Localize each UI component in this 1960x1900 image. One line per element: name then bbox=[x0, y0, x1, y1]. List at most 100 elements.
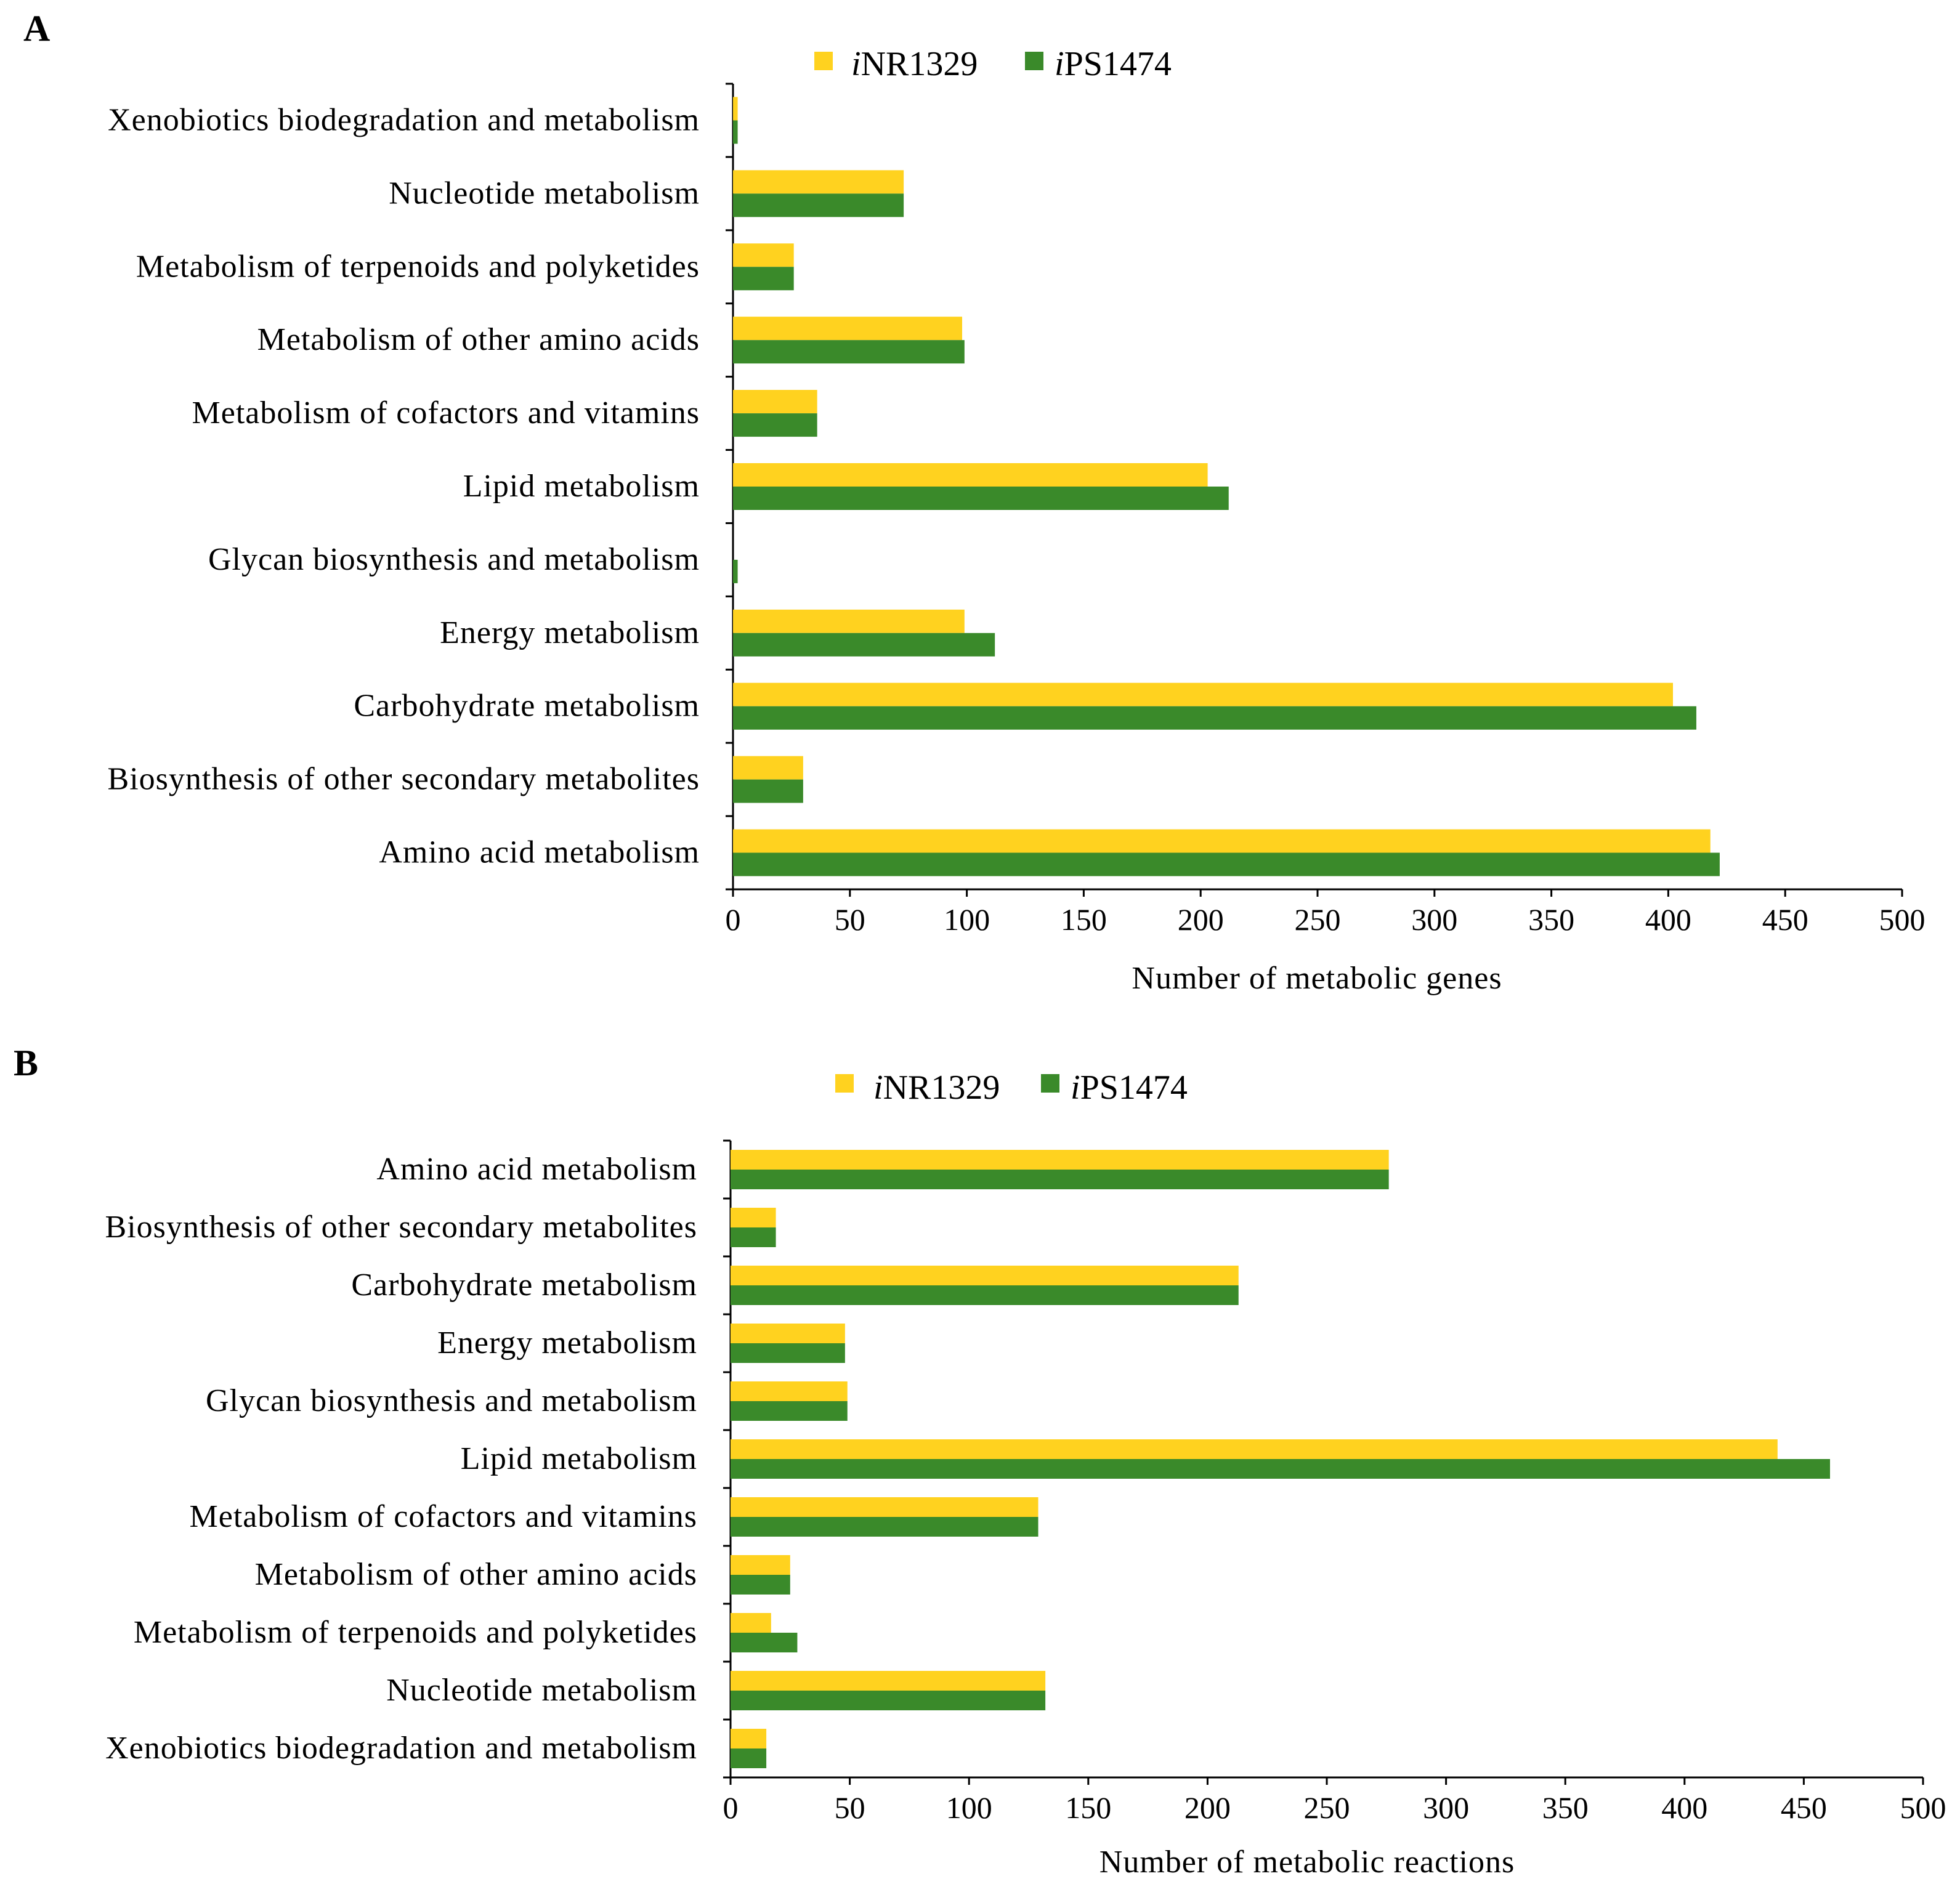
panel-b-bar-ips1474 bbox=[731, 1748, 767, 1768]
panel-a-x-tick-label: 500 bbox=[1879, 902, 1926, 937]
panel-b-bar-ips1474 bbox=[731, 1517, 1039, 1537]
panel-b-bar-inr1329 bbox=[731, 1729, 767, 1748]
panel-a-bar-ips1474 bbox=[733, 413, 817, 437]
panel-a-category-label: Biosynthesis of other secondary metaboli… bbox=[108, 762, 700, 797]
panel-b-bar-inr1329 bbox=[731, 1671, 1046, 1691]
panel-b-x-tick-label: 100 bbox=[946, 1790, 992, 1825]
legend-a-swatch-1 bbox=[814, 52, 833, 70]
panel-a-category-label: Energy metabolism bbox=[440, 615, 700, 650]
panel-a-bar-inr1329 bbox=[733, 243, 794, 267]
panel-a-category-label: Nucleotide metabolism bbox=[389, 176, 700, 211]
panel-a-bar-ips1474 bbox=[733, 559, 738, 583]
panel-a-category-label: Lipid metabolism bbox=[463, 469, 700, 504]
panel-a-bar-inr1329 bbox=[733, 609, 965, 633]
panel-b-category-label: Nucleotide metabolism bbox=[386, 1673, 697, 1708]
panel-b-x-axis-title: Number of metabolic reactions bbox=[1099, 1845, 1515, 1880]
panel-b-bar-inr1329 bbox=[731, 1613, 771, 1633]
panel-a-bar-ips1474 bbox=[733, 193, 904, 217]
panel-a-category-label: Glycan biosynthesis and metabolism bbox=[208, 542, 700, 577]
panel-b-legend: iNR1329 iPS1474 bbox=[835, 1069, 1188, 1107]
panel-a-bar-ips1474 bbox=[733, 340, 965, 364]
panel-b-category-label: Lipid metabolism bbox=[461, 1441, 697, 1476]
panel-b-plot: 0 50 100 150 200 250 300 350 400 450 500 Amino acid… bbox=[105, 1139, 1946, 1825]
panel-a-x-tick-label: 450 bbox=[1762, 902, 1808, 937]
panel-b-letter: B bbox=[14, 1043, 38, 1083]
legend-a-label-2: iPS1474 bbox=[1055, 45, 1172, 83]
panel-b-category-label: Amino acid metabolism bbox=[376, 1152, 697, 1187]
panel-a-x-tick-label: 300 bbox=[1411, 902, 1457, 937]
panel-a-x-tick-label: 100 bbox=[944, 902, 990, 937]
panel-a-category-label: Carbohydrate metabolism bbox=[354, 689, 700, 724]
legend-b-swatch-1 bbox=[835, 1074, 854, 1093]
panel-a-bar-inr1329 bbox=[733, 170, 904, 194]
panel-b-bar-inr1329 bbox=[731, 1324, 845, 1343]
panel-b-category-label: Biosynthesis of other secondary metaboli… bbox=[105, 1210, 697, 1245]
panel-a-bar-ips1474 bbox=[733, 633, 995, 657]
panel-b-category-label: Glycan biosynthesis and metabolism bbox=[206, 1383, 697, 1418]
panel-b-x-tick-label: 0 bbox=[723, 1790, 739, 1825]
panel-b-category-label: Xenobiotics biodegradation and metabolis… bbox=[105, 1731, 697, 1766]
panel-a-category-label: Amino acid metabolism bbox=[379, 835, 700, 870]
panel-a-x-tick-label: 50 bbox=[835, 902, 865, 937]
panel-b-x-tick-label: 400 bbox=[1661, 1790, 1707, 1825]
legend-b-swatch-2 bbox=[1041, 1074, 1059, 1093]
legend-b-label-1: iNR1329 bbox=[873, 1069, 1000, 1107]
panel-b-category-label: Metabolism of other amino acids bbox=[255, 1557, 697, 1592]
panel-a-category-label: Xenobiotics biodegradation and metabolis… bbox=[108, 102, 700, 137]
panel-b-bar-inr1329 bbox=[731, 1439, 1778, 1459]
panel-a-bar-ips1474 bbox=[733, 267, 794, 291]
panel-b-bar-ips1474 bbox=[731, 1691, 1046, 1710]
panel-b-bar-ips1474 bbox=[731, 1170, 1389, 1189]
panel-a-category-label: Metabolism of cofactors and vitamins bbox=[192, 395, 700, 431]
panel-a-bar-inr1329 bbox=[733, 756, 803, 780]
panel-a-x-tick-label: 400 bbox=[1645, 902, 1691, 937]
panel-a-bar-inr1329 bbox=[733, 97, 738, 121]
panel-b-category-label: Metabolism of terpenoids and polyketides bbox=[134, 1615, 697, 1650]
panel-b: B iNR1329 iPS1474 Number of metabolic re… bbox=[14, 1043, 1946, 1880]
panel-b-bar-ips1474 bbox=[731, 1227, 776, 1247]
panel-b-category-label: Energy metabolism bbox=[437, 1325, 697, 1360]
panel-b-bar-ips1474 bbox=[731, 1343, 845, 1363]
panel-a-x-tick-label: 250 bbox=[1295, 902, 1341, 937]
panel-a: A iNR1329 iPS1474 Number of metabolic ge… bbox=[23, 8, 1926, 996]
panel-b-category-label: Metabolism of cofactors and vitamins bbox=[190, 1499, 697, 1534]
panel-b-bar-inr1329 bbox=[731, 1555, 790, 1575]
panel-b-x-tick-label: 300 bbox=[1423, 1790, 1469, 1825]
panel-b-bar-ips1474 bbox=[731, 1633, 798, 1652]
panel-a-bar-ips1474 bbox=[733, 706, 1696, 730]
panel-b-bar-ips1474 bbox=[731, 1401, 848, 1421]
panel-b-x-tick-label: 450 bbox=[1781, 1790, 1827, 1825]
panel-a-x-axis-title: Number of metabolic genes bbox=[1132, 961, 1502, 996]
legend-a-swatch-2 bbox=[1025, 52, 1043, 70]
panel-b-x-tick-label: 150 bbox=[1065, 1790, 1111, 1825]
panel-b-bar-ips1474 bbox=[731, 1575, 790, 1595]
panel-b-x-tick-label: 200 bbox=[1185, 1790, 1231, 1825]
panel-a-category-label: Metabolism of terpenoids and polyketides bbox=[136, 249, 700, 284]
panel-a-category-label: Metabolism of other amino acids bbox=[257, 322, 700, 357]
panel-b-bar-ips1474 bbox=[731, 1285, 1239, 1305]
panel-b-bar-inr1329 bbox=[731, 1208, 776, 1227]
panel-a-bar-ips1474 bbox=[733, 120, 738, 144]
panel-a-bar-inr1329 bbox=[733, 390, 817, 414]
panel-b-bar-inr1329 bbox=[731, 1266, 1239, 1285]
panel-a-bar-inr1329 bbox=[733, 829, 1711, 853]
panel-b-bar-inr1329 bbox=[731, 1381, 848, 1401]
panel-a-bar-ips1474 bbox=[733, 779, 803, 803]
panel-a-letter: A bbox=[23, 8, 50, 49]
panel-b-bar-ips1474 bbox=[731, 1459, 1830, 1479]
legend-a-label-1: iNR1329 bbox=[851, 45, 978, 83]
panel-a-bar-inr1329 bbox=[733, 682, 1673, 706]
panel-b-category-label: Carbohydrate metabolism bbox=[351, 1267, 697, 1303]
panel-a-bar-ips1474 bbox=[733, 487, 1229, 510]
panel-b-bar-inr1329 bbox=[731, 1150, 1389, 1170]
panel-b-bar-inr1329 bbox=[731, 1497, 1039, 1517]
panel-a-bar-inr1329 bbox=[733, 463, 1208, 487]
legend-b-label-2: iPS1474 bbox=[1071, 1069, 1188, 1107]
panel-a-x-tick-label: 150 bbox=[1061, 902, 1107, 937]
panel-a-legend: iNR1329 iPS1474 bbox=[814, 45, 1172, 83]
panel-b-x-tick-label: 250 bbox=[1304, 1790, 1350, 1825]
panel-a-bar-ips1474 bbox=[733, 852, 1720, 876]
panel-b-x-tick-label: 50 bbox=[835, 1790, 865, 1825]
panel-a-bar-inr1329 bbox=[733, 317, 963, 341]
